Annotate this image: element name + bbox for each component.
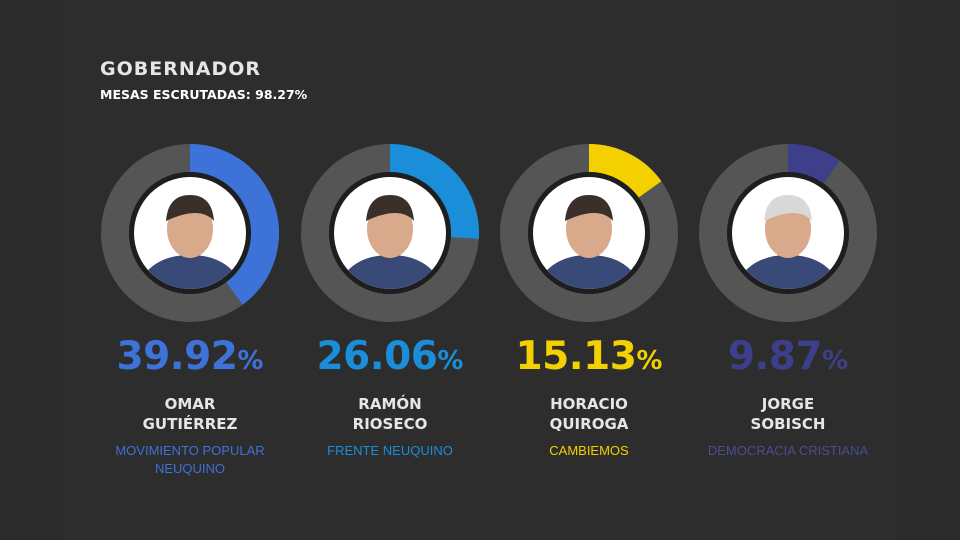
candidate-first-name: RAMÓN <box>358 395 422 413</box>
person-body <box>533 255 645 289</box>
party-name: DEMOCRACIA CRISTIANA <box>693 442 883 460</box>
vote-percentage-value: 15.13 <box>515 334 637 379</box>
result-donut <box>500 144 678 322</box>
candidate-name: OMAR GUTIÉRREZ <box>95 394 285 434</box>
person-icon <box>732 195 844 289</box>
vote-percentage-value: 39.92 <box>116 334 238 379</box>
party-line: FRENTE NEUQUINO <box>327 443 453 458</box>
donut-value-arc <box>588 144 662 199</box>
candidate-card: 26.06% RAMÓN RIOSECO FRENTE NEUQUINO <box>295 140 485 500</box>
candidate-card: 15.13% HORACIO QUIROGA CAMBIEMOS <box>494 140 684 500</box>
vote-percentage: 39.92% <box>95 334 285 379</box>
candidate-last-name: QUIROGA <box>549 415 629 433</box>
party-name: CAMBIEMOS <box>494 442 684 460</box>
candidate-first-name: OMAR <box>164 395 216 413</box>
percent-sign: % <box>437 346 464 376</box>
candidate-last-name: SOBISCH <box>750 415 826 433</box>
result-donut <box>699 144 877 322</box>
candidate-card: 39.92% OMAR GUTIÉRREZ MOVIMIENTO POPULAR N… <box>95 140 285 500</box>
person-hair <box>166 195 214 221</box>
vote-percentage-value: 9.87 <box>727 334 823 379</box>
person-icon <box>533 195 645 289</box>
candidate-last-name: GUTIÉRREZ <box>142 415 238 433</box>
candidate-last-name: RIOSECO <box>352 415 428 433</box>
party-name: MOVIMIENTO POPULAR NEUQUINO <box>95 442 285 478</box>
person-body <box>732 255 844 289</box>
donut-value-arc <box>787 144 840 184</box>
percent-sign: % <box>237 346 264 376</box>
party-name: FRENTE NEUQUINO <box>295 442 485 460</box>
person-icon <box>134 195 246 289</box>
person-body <box>334 255 446 289</box>
person-hair <box>764 195 812 221</box>
page-title: GOBERNADOR <box>100 58 261 80</box>
party-line: DEMOCRACIA CRISTIANA <box>707 443 869 458</box>
result-donut <box>301 144 479 322</box>
donut-value-arc <box>189 144 279 305</box>
person-icon <box>334 195 446 289</box>
percent-sign: % <box>822 346 849 376</box>
vote-percentage: 26.06% <box>295 334 485 379</box>
person-hair <box>565 195 613 221</box>
counted-tables-subtitle: MESAS ESCRUTADAS: 98.27% <box>100 87 308 102</box>
result-donut <box>101 144 279 322</box>
candidate-name: JORGE SOBISCH <box>693 394 883 434</box>
party-line: CAMBIEMOS <box>549 443 629 458</box>
percent-sign: % <box>636 346 663 376</box>
candidate-name: HORACIO QUIROGA <box>494 394 684 434</box>
donut-value-arc <box>389 144 479 239</box>
person-hair <box>366 195 414 221</box>
candidate-first-name: JORGE <box>761 395 815 413</box>
candidate-name: RAMÓN RIOSECO <box>295 394 485 434</box>
vote-percentage-value: 26.06 <box>316 334 438 379</box>
candidate-first-name: HORACIO <box>550 395 628 413</box>
vote-percentage: 9.87% <box>693 334 883 379</box>
person-body <box>134 255 246 289</box>
vote-percentage: 15.13% <box>494 334 684 379</box>
party-line: MOVIMIENTO POPULAR <box>115 443 265 458</box>
party-line: NEUQUINO <box>154 461 226 476</box>
candidate-card: 9.87% JORGE SOBISCH DEMOCRACIA CRISTIANA <box>693 140 883 500</box>
